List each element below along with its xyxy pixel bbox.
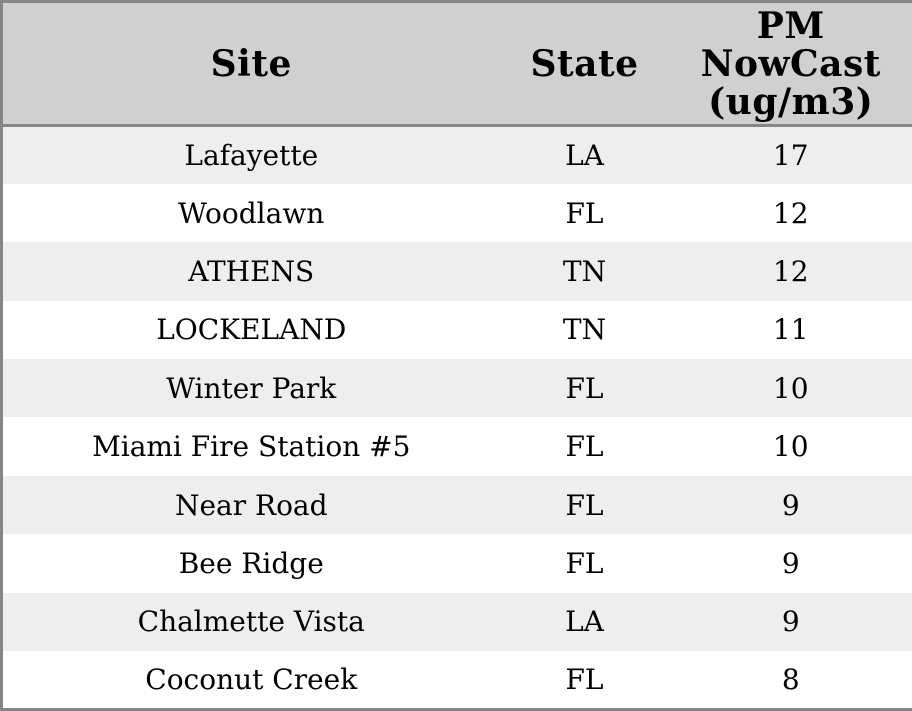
site-cell: Coconut Creek	[145, 663, 358, 696]
site-cell: Bee Ridge	[178, 546, 324, 580]
state-cell: TN	[562, 313, 607, 347]
site-cell: Winter Park	[166, 371, 337, 405]
table-row: Miami Fire Station #5 FL 10	[1, 417, 912, 476]
state-cell: FL	[565, 371, 604, 405]
pm-nowcast-cell: 11	[772, 313, 809, 347]
site-cell: Woodlawn	[178, 196, 325, 230]
pm-nowcast-cell: 10	[772, 371, 809, 405]
site-cell: LOCKELAND	[156, 313, 347, 347]
table-header: Site State PM NowCast (ug/m3)	[1, 1, 912, 127]
table-row: ATHENS TN 12	[1, 242, 912, 301]
pm-nowcast-cell: 8	[781, 663, 800, 696]
pm-nowcast-cell: 12	[772, 196, 809, 230]
state-cell: TN	[562, 254, 607, 288]
table-row: Bee Ridge FL 9	[1, 534, 912, 593]
site-cell: Near Road	[174, 488, 328, 522]
pm-nowcast-cell: 9	[781, 605, 800, 639]
site-cell: Miami Fire Station #5	[92, 430, 411, 464]
state-cell: LA	[565, 138, 604, 172]
table-row: LOCKELAND TN 11	[1, 300, 912, 360]
site-cell: Chalmette Vista	[137, 605, 365, 639]
column-header-site: Site	[1, 1, 500, 127]
state-cell: FL	[565, 488, 604, 522]
column-header-pm-nowcast: PM NowCast (ug/m3)	[669, 1, 912, 127]
table-row: Winter Park FL 10	[1, 359, 912, 418]
pm-nowcast-cell: 12	[772, 254, 809, 288]
column-header-pm-nowcast-label: PM NowCast (ug/m3)	[700, 4, 881, 123]
pm-nowcast-cell: 9	[781, 488, 800, 522]
pm-nowcast-cell: 17	[772, 138, 809, 172]
header-row: Site State PM NowCast (ug/m3)	[1, 1, 912, 127]
table-row: Chalmette Vista LA 9	[1, 592, 912, 652]
state-cell: LA	[565, 605, 604, 639]
site-cell: Lafayette	[184, 138, 319, 172]
state-cell: FL	[565, 546, 604, 580]
state-cell: FL	[565, 663, 604, 696]
state-cell: FL	[565, 196, 604, 230]
table-body: Lafayette LA 17 Woodlawn FL 12 ATHENS TN…	[1, 125, 912, 710]
column-header-state: State	[499, 1, 670, 127]
table-row: Lafayette LA 17	[1, 125, 912, 184]
site-cell: ATHENS	[188, 254, 315, 288]
table-row: Coconut Creek FL 8	[1, 651, 912, 710]
pm-nowcast-cell: 9	[781, 546, 800, 580]
table-row: Woodlawn FL 12	[1, 183, 912, 243]
pm-nowcast-cell: 10	[772, 430, 809, 464]
table-row: Near Road FL 9	[1, 475, 912, 535]
state-cell: FL	[565, 430, 604, 464]
